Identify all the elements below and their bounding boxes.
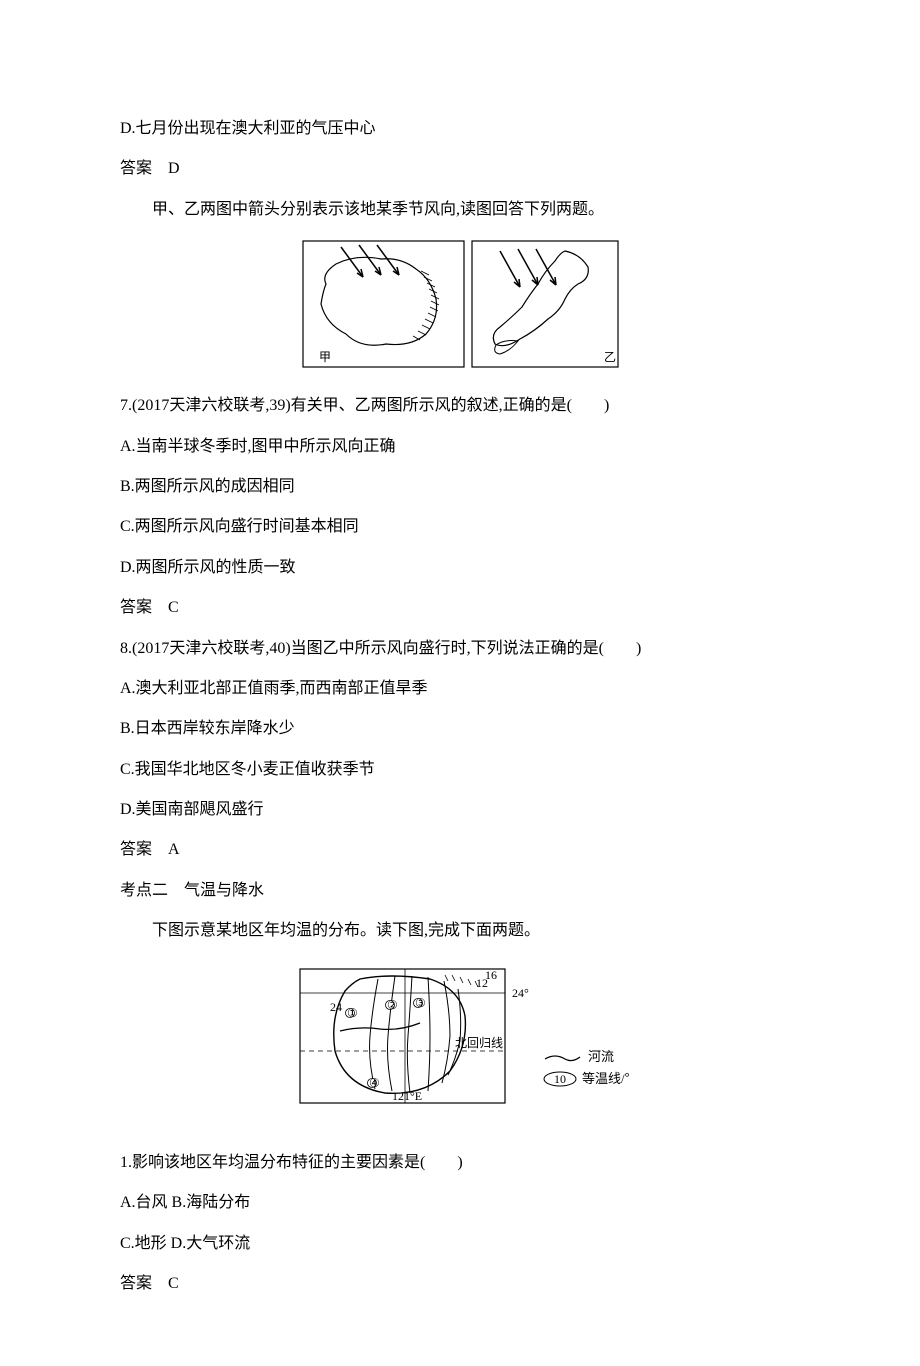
legend-river: 河流	[545, 1049, 614, 1064]
map-b-label: 乙	[604, 350, 616, 364]
q8-answer-label: 答案	[120, 841, 152, 858]
map-japan: 乙	[470, 239, 620, 369]
q6-answer: D	[168, 160, 180, 177]
intro-maps: 甲、乙两图中箭头分别表示该地某季节风向,读图回答下列两题。	[120, 191, 800, 229]
q6-answer-line: 答案 D	[120, 150, 800, 188]
section2-title: 考点二 气温与降水	[120, 872, 800, 910]
q8-stem: 8.(2017天津六校联考,40)当图乙中所示风向盛行时,下列说法正确的是( )	[120, 630, 800, 668]
legend-river-text: 河流	[588, 1049, 614, 1064]
iso-val-24: 24	[330, 1000, 342, 1014]
q1-options-ab: A.台风 B.海陆分布	[120, 1184, 800, 1222]
q8-option-d: D.美国南部飓风盛行	[120, 791, 800, 829]
q7-option-b: B.两图所示风的成因相同	[120, 468, 800, 506]
legend-iso-sample: 10	[554, 1072, 566, 1086]
q8-option-c: C.我国华北地区冬小麦正值收获季节	[120, 751, 800, 789]
q7-option-a: A.当南半球冬季时,图甲中所示风向正确	[120, 428, 800, 466]
q6-answer-label: 答案	[120, 160, 152, 177]
q1-answer-line: 答案 C	[120, 1265, 800, 1303]
lat-24-label: 24°	[512, 986, 529, 1000]
map-a-label: 甲	[319, 350, 331, 364]
q8-option-a: A.澳大利亚北部正值雨季,而西南部正值旱季	[120, 670, 800, 708]
q8-option-b: B.日本西岸较东岸降水少	[120, 710, 800, 748]
svg-text:12: 12	[476, 976, 488, 990]
legend-iso-text: 等温线/℃	[582, 1071, 630, 1086]
q6-option-d: D.七月份出现在澳大利亚的气压中心	[120, 110, 800, 148]
lon-label: 121°E	[392, 1089, 422, 1103]
q1-stem: 1.影响该地区年均温分布特征的主要因素是( )	[120, 1144, 800, 1182]
circle-4: ④	[369, 1076, 380, 1090]
q7-stem: 7.(2017天津六校联考,39)有关甲、乙两图所示风的叙述,正确的是( )	[120, 387, 800, 425]
section2-intro: 下图示意某地区年均温的分布。读下图,完成下面两题。	[120, 912, 800, 950]
q7-option-d: D.两图所示风的性质一致	[120, 549, 800, 587]
circle-2: ②	[387, 998, 398, 1012]
taiwan-map-svg: 24° 北回归线 121°E 24 ① ② ③ ④	[290, 961, 630, 1111]
q1-answer: C	[168, 1275, 179, 1292]
circle-1: ①	[347, 1006, 358, 1020]
q7-answer-line: 答案 C	[120, 589, 800, 627]
q8-answer: A	[168, 841, 180, 858]
maps-diagram-row: 甲 乙	[120, 239, 800, 369]
q7-answer-label: 答案	[120, 599, 152, 616]
q8-answer-line: 答案 A	[120, 831, 800, 869]
circle-3: ③	[415, 996, 426, 1010]
map-australia: 甲	[301, 239, 466, 369]
q1-answer-label: 答案	[120, 1275, 152, 1292]
legend-isotherm: 10 等温线/℃	[544, 1071, 630, 1086]
taiwan-diagram: 24° 北回归线 121°E 24 ① ② ③ ④	[120, 961, 800, 1126]
q7-option-c: C.两图所示风向盛行时间基本相同	[120, 508, 800, 546]
q7-answer: C	[168, 599, 179, 616]
q1-options-cd: C.地形 D.大气环流	[120, 1225, 800, 1263]
